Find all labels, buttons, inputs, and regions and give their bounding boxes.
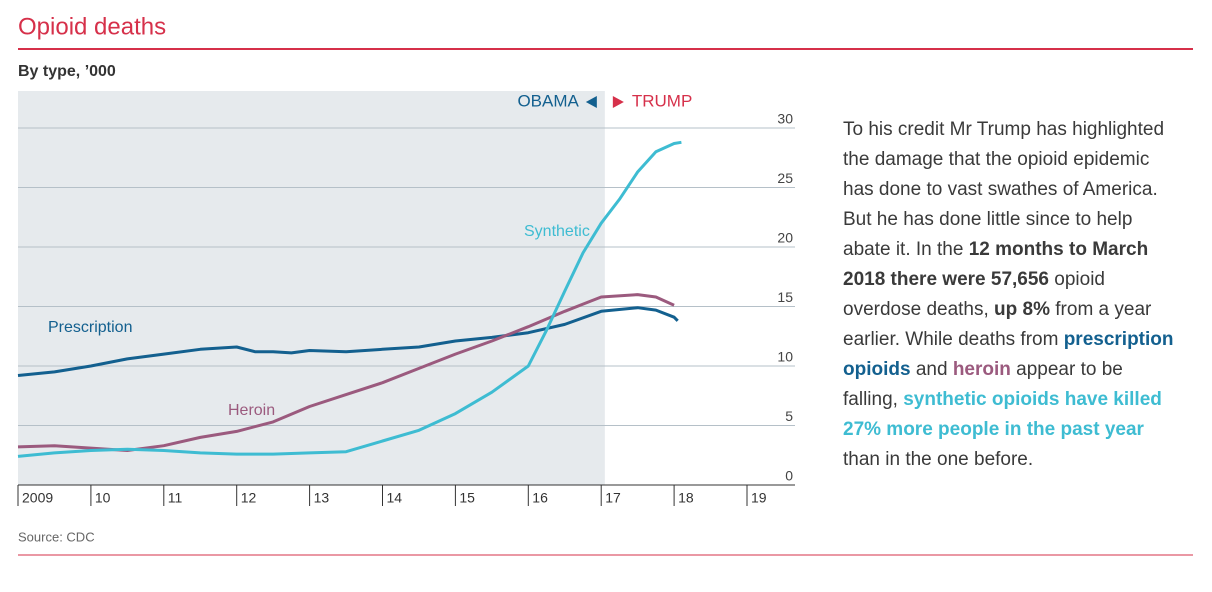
arrow-left bbox=[585, 96, 597, 108]
series-label: Heroin bbox=[228, 402, 275, 419]
text-segment: up 8% bbox=[994, 299, 1050, 320]
annotation-right: TRUMP bbox=[632, 91, 692, 110]
x-tick-label: 18 bbox=[678, 490, 694, 506]
text-segment: 12 months to March 2018 there were 57,65… bbox=[843, 239, 1149, 290]
y-tick-label: 0 bbox=[785, 468, 793, 484]
x-tick-label: 12 bbox=[241, 490, 257, 506]
x-tick-label: 19 bbox=[751, 490, 767, 506]
x-tick-label: 17 bbox=[605, 490, 621, 506]
series-label: Prescription bbox=[48, 319, 132, 336]
arrow-right bbox=[612, 96, 624, 108]
text-segment: prescription opioids bbox=[843, 329, 1174, 380]
x-tick-label: 16 bbox=[532, 490, 548, 506]
series-label: Synthetic bbox=[524, 223, 590, 240]
y-tick-label: 10 bbox=[777, 349, 793, 365]
x-tick-label: 2009 bbox=[22, 490, 53, 506]
chart-subtitle: By type, ’000 bbox=[18, 63, 116, 80]
series-line bbox=[17, 140, 682, 458]
text-segment: heroin bbox=[952, 359, 1011, 380]
x-tick-label: 13 bbox=[314, 490, 330, 506]
text-segment: and bbox=[910, 359, 953, 380]
x-tick-label: 15 bbox=[459, 490, 475, 506]
text-segment: than in the one before. bbox=[843, 449, 1034, 470]
y-tick-label: 25 bbox=[777, 170, 793, 186]
x-tick-label: 10 bbox=[95, 490, 111, 506]
y-tick-label: 30 bbox=[777, 111, 793, 127]
text-segment: opioid overdose deaths, bbox=[843, 269, 1105, 320]
text-segment: appear to be falling, bbox=[843, 359, 1123, 410]
text-segment: synthetic opioids have killed 27% more p… bbox=[843, 389, 1162, 440]
x-tick-label: 14 bbox=[387, 490, 403, 506]
sidebar-text: To his credit Mr Trump has highlighted t… bbox=[843, 115, 1183, 475]
y-tick-label: 20 bbox=[777, 230, 793, 246]
shaded-period bbox=[18, 91, 605, 485]
annotation-left: OBAMA bbox=[517, 91, 579, 110]
series-line bbox=[17, 306, 679, 377]
chart-title: Opioid deaths bbox=[18, 13, 166, 40]
y-tick-label: 15 bbox=[777, 289, 793, 305]
y-tick-label: 5 bbox=[785, 408, 793, 424]
source: Source: CDC bbox=[18, 529, 95, 544]
text-segment: To his credit Mr Trump has highlighted t… bbox=[843, 119, 1165, 260]
text-segment: from a year earlier. While deaths from bbox=[843, 299, 1152, 350]
x-tick-label: 11 bbox=[168, 490, 183, 506]
